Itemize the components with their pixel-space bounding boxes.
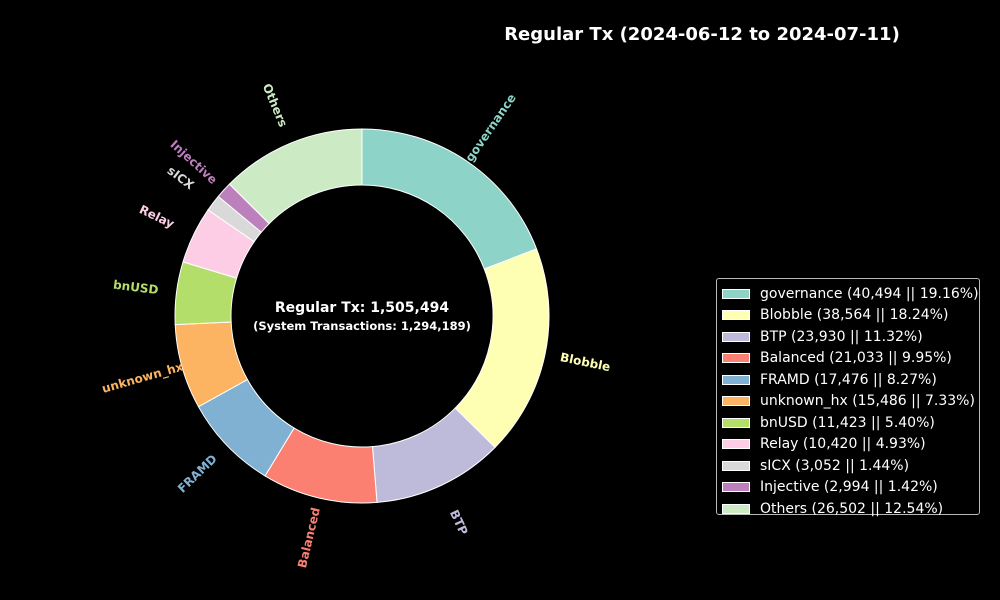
legend-label: Others (26,502 || 12.54%): [760, 500, 944, 517]
legend-item-sicx: sICX (3,052 || 1.44%): [721, 455, 979, 477]
legend-label: Relay (10,420 || 4.93%): [760, 436, 926, 453]
slice-label-btp: BTP: [447, 508, 471, 538]
slice-label-blobble: Blobble: [559, 350, 612, 374]
legend-swatch: [722, 439, 750, 450]
chart-title: Regular Tx (2024-06-12 to 2024-07-11): [504, 24, 900, 45]
slice-others: [228, 128, 363, 225]
slice-label-balanced: Balanced: [295, 506, 323, 569]
legend-label: governance (40,494 || 19.16%): [760, 285, 979, 302]
donut-slices: [174, 128, 550, 504]
slice-label-framd: FRAMD: [175, 452, 220, 496]
legend: governance (40,494 || 19.16%) Blobble (38…: [716, 278, 980, 517]
legend-label: BTP (23,930 || 11.32%): [760, 328, 923, 345]
slice-label-bnusd: bnUSD: [112, 278, 159, 298]
center-total-text: Regular Tx: 1,505,494: [275, 300, 449, 316]
legend-label: Injective (2,994 || 1.42%): [760, 479, 938, 496]
legend-swatch: [722, 396, 750, 407]
legend-swatch: [722, 482, 750, 493]
slice-governance: [361, 128, 538, 270]
slice-label-others: Others: [260, 81, 290, 129]
legend-swatch: [722, 331, 750, 342]
legend-label: Blobble (38,564 || 18.24%): [760, 307, 949, 324]
slice-blobble: [454, 248, 550, 449]
legend-item-relay: Relay (10,420 || 4.93%): [721, 434, 979, 456]
legend-label: unknown_hx (15,486 || 7.33%): [760, 393, 975, 410]
legend-swatch: [722, 374, 750, 385]
legend-item-bnusd: bnUSD (11,423 || 5.40%): [721, 412, 979, 434]
legend-swatch: [722, 417, 750, 428]
legend-item-btp: BTP (23,930 || 11.32%): [721, 326, 979, 348]
legend-item-governance: governance (40,494 || 19.16%): [721, 283, 979, 305]
legend-swatch: [722, 460, 750, 471]
legend-item-balanced: Balanced (21,033 || 9.95%): [721, 348, 979, 370]
legend-swatch: [722, 353, 750, 364]
legend-item-unknown-hx: unknown_hx (15,486 || 7.33%): [721, 391, 979, 413]
legend-label: sICX (3,052 || 1.44%): [760, 457, 910, 474]
legend-item-injective: Injective (2,994 || 1.42%): [721, 477, 979, 499]
legend-swatch: [722, 310, 750, 321]
slice-label-unknown-hx: unknown_hx: [100, 359, 185, 396]
legend-label: Balanced (21,033 || 9.95%): [760, 350, 952, 367]
slice-label-relay: Relay: [137, 202, 177, 231]
slice-label-governance: governance: [462, 91, 518, 164]
legend-item-framd: FRAMD (17,476 || 8.27%): [721, 369, 979, 391]
legend-swatch: [722, 288, 750, 299]
legend-item-blobble: Blobble (38,564 || 18.24%): [721, 305, 979, 327]
legend-swatch: [722, 503, 750, 514]
legend-label: bnUSD (11,423 || 5.40%): [760, 414, 935, 431]
legend-item-others: Others (26,502 || 12.54%): [721, 498, 979, 520]
legend-label: FRAMD (17,476 || 8.27%): [760, 371, 937, 388]
center-subtext: (System Transactions: 1,294,189): [253, 319, 471, 333]
